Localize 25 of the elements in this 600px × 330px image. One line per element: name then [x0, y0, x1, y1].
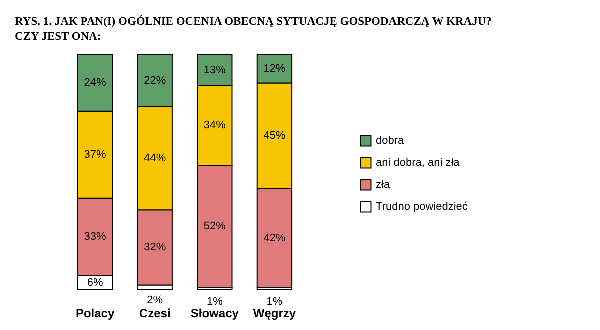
- legend-label: ani dobra, ani zła: [376, 157, 461, 169]
- data-label: 12%: [264, 63, 286, 76]
- x-tick-label: Słowacy: [190, 306, 240, 320]
- x-tick-label: Węgrzy: [253, 306, 296, 320]
- data-label: 32%: [144, 242, 166, 254]
- legend-label: Trudno powiedzieć: [376, 201, 468, 213]
- data-label: 13%: [204, 64, 226, 76]
- data-label: 42%: [264, 232, 286, 244]
- data-label: 37%: [84, 148, 107, 161]
- chart-title: RYS. 1. JAK PAN(I) OGÓLNIE OCENIA OBECNĄ SYTUACJĘ GOSPODARCZĄ W KRAJU? CZY JEST ONA:: [15, 15, 492, 43]
- data-label: 33%: [84, 231, 107, 244]
- legend-label: dobra: [376, 135, 406, 147]
- data-label: 22%: [144, 74, 166, 87]
- data-label: 44%: [144, 152, 166, 164]
- x-tick-label: Polacy: [76, 306, 115, 320]
- data-label: 45%: [264, 130, 286, 142]
- x-tick-label: Czesi: [139, 306, 171, 320]
- legend-label: zła: [376, 179, 391, 191]
- data-label: 2%: [147, 294, 164, 307]
- data-label: 52%: [204, 220, 226, 233]
- data-label: 24%: [84, 77, 107, 90]
- data-label: 1%: [266, 296, 283, 308]
- data-label: 6%: [87, 276, 104, 289]
- data-label: 1%: [206, 296, 224, 308]
- data-label: 34%: [204, 120, 226, 132]
